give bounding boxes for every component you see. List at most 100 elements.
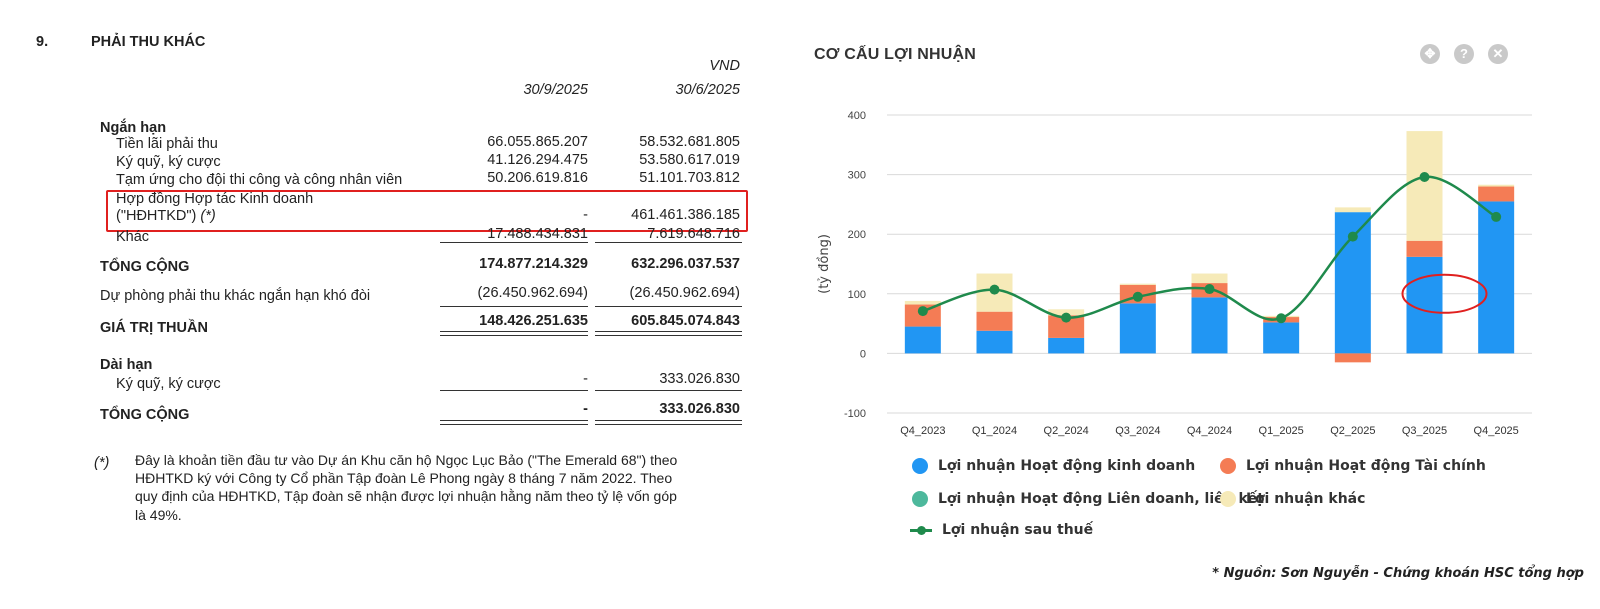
row-value-1: 66.055.865.207 bbox=[487, 134, 588, 150]
x-tick-label: Q2_2024 bbox=[1044, 425, 1089, 437]
help-icon[interactable]: ? bbox=[1454, 44, 1474, 64]
bcc-note-mark: (*) bbox=[200, 208, 216, 224]
bcc-value-1: - bbox=[583, 207, 588, 223]
legend-item-other[interactable]: Lợi nhuận khác bbox=[1220, 491, 1365, 507]
highlight-ellipse bbox=[1401, 273, 1488, 314]
row-value-2: 7.619.648.716 bbox=[647, 226, 740, 242]
total-value-1: 174.877.214.329 bbox=[479, 256, 588, 272]
bar-segment bbox=[1478, 184, 1515, 187]
bar-segment bbox=[1119, 303, 1156, 354]
net-value-1: 148.426.251.635 bbox=[479, 313, 588, 329]
footnote-line: quy định của HĐHTKD, Tập đoàn sẽ nhận đư… bbox=[135, 488, 677, 504]
legend-item-jv[interactable]: Lợi nhuận Hoạt động Liên doanh, liên kết bbox=[912, 491, 1264, 507]
footnote-line: Đây là khoản tiền đầu tư vào Dự án Khu c… bbox=[135, 452, 678, 468]
bcc-label-line2: ("HĐHTKD") (*) bbox=[116, 208, 216, 224]
long-total-label: TỔNG CỘNG bbox=[100, 407, 190, 423]
x-tick-label: Q1_2024 bbox=[972, 425, 1017, 437]
x-tick-label: Q1_2025 bbox=[1259, 425, 1304, 437]
bar-segment bbox=[1119, 283, 1156, 285]
legend-swatch bbox=[1220, 458, 1236, 474]
net-profit-point bbox=[1276, 313, 1287, 324]
row-value-1: 41.126.294.475 bbox=[487, 152, 588, 168]
net-profit-point bbox=[917, 306, 928, 317]
net-profit-point bbox=[1419, 171, 1430, 182]
net-profit-point bbox=[1132, 291, 1143, 302]
profit-structure-chart-panel: -100 0 100 200 300 400 (tỷ đồng) Q4_2023 Q1_2024… bbox=[800, 0, 1600, 609]
row-value-1: 50.206.619.816 bbox=[487, 170, 588, 186]
bar-segment bbox=[1048, 309, 1085, 316]
net-label: GIÁ TRỊ THUẦN bbox=[100, 320, 208, 336]
footnote-line: là 49%. bbox=[135, 507, 182, 523]
y-tick-label: 0 bbox=[860, 348, 866, 360]
bar-segment bbox=[1478, 186, 1515, 202]
footnote-mark: (*) bbox=[94, 455, 110, 471]
long-double-rule bbox=[440, 420, 588, 425]
bar-segment bbox=[1334, 353, 1371, 363]
bar-segment bbox=[976, 330, 1013, 354]
x-tick-label: Q4_2024 bbox=[1187, 425, 1232, 437]
long-rule bbox=[595, 390, 742, 391]
net-profit-point bbox=[1491, 211, 1502, 222]
x-tick-label: Q4_2025 bbox=[1474, 425, 1519, 437]
net-value-2: 605.845.074.843 bbox=[631, 313, 740, 329]
y-axis-label: (tỷ đồng) bbox=[817, 234, 832, 294]
legend-label: Lợi nhuận Hoạt động kinh doanh bbox=[938, 458, 1196, 474]
net-profit-point bbox=[989, 284, 1000, 295]
bar-segment bbox=[1048, 337, 1085, 354]
y-tick-label: 200 bbox=[848, 229, 866, 241]
total-label: TỔNG CỘNG bbox=[100, 259, 190, 275]
legend-item-operating[interactable]: Lợi nhuận Hoạt động kinh doanh bbox=[912, 458, 1195, 474]
close-icon[interactable]: ✕ bbox=[1488, 44, 1508, 64]
bar-segment bbox=[1478, 201, 1515, 354]
legend-label: Lợi nhuận Hoạt động Liên doanh, liên kết bbox=[938, 491, 1264, 507]
bar-segment bbox=[1406, 131, 1443, 241]
net-double-rule bbox=[595, 331, 742, 336]
legend-label: Lợi nhuận Hoạt động Tài chính bbox=[1246, 458, 1486, 474]
bcc-label-text: ("HĐHTKD") bbox=[116, 208, 197, 224]
bar-segment bbox=[1191, 273, 1228, 284]
row-label: Tạm ứng cho đội thi công và công nhân vi… bbox=[116, 172, 403, 188]
bar-segment bbox=[1406, 240, 1443, 257]
legend-swatch bbox=[912, 491, 928, 507]
row-label: Ký quỹ, ký cược bbox=[116, 154, 221, 170]
net-profit-point bbox=[1204, 284, 1215, 295]
row-value-2: 51.101.703.812 bbox=[639, 170, 740, 186]
bar-segment bbox=[1191, 297, 1228, 354]
chart-title: CƠ CẤU LỢI NHUẬN bbox=[814, 46, 977, 63]
y-tick-label: 100 bbox=[848, 289, 866, 301]
long-double-rule bbox=[595, 420, 742, 425]
row-label: Ký quỹ, ký cược bbox=[116, 376, 221, 392]
financial-note-table: 9. PHẢI THU KHÁC VND 30/9/2025 30/6/2025… bbox=[0, 0, 790, 609]
row-label: Tiền lãi phải thu bbox=[116, 136, 218, 152]
long-total-value-1: - bbox=[583, 401, 588, 417]
move-icon[interactable]: ✥ bbox=[1420, 44, 1440, 64]
legend-item-financial[interactable]: Lợi nhuận Hoạt động Tài chính bbox=[1220, 458, 1486, 474]
legend-swatch bbox=[1220, 491, 1236, 507]
bcc-value-2: 461.461.386.185 bbox=[631, 207, 740, 223]
currency-label: VND bbox=[709, 58, 740, 74]
provision-label: Dự phòng phải thu khác ngắn hạn khó đòi bbox=[100, 288, 371, 304]
row-value-1: 17.488.434.831 bbox=[487, 226, 588, 242]
net-profit-point bbox=[1347, 231, 1358, 242]
y-tick-label: -100 bbox=[844, 408, 866, 420]
bar-segment bbox=[1048, 315, 1085, 338]
row-value-2: 333.026.830 bbox=[659, 371, 740, 387]
legend-item-net-profit[interactable]: Lợi nhuận sau thuế bbox=[910, 522, 1093, 538]
footnote-line: HĐHTKD ký với Công ty Cổ phần Tập đoàn L… bbox=[135, 470, 673, 486]
net-double-rule bbox=[440, 331, 588, 336]
section-number: 9. bbox=[36, 34, 49, 50]
x-tick-label: Q3_2024 bbox=[1115, 425, 1160, 437]
x-tick-label: Q2_2025 bbox=[1330, 425, 1375, 437]
bar-segment bbox=[1263, 322, 1300, 354]
long-total-value-2: 333.026.830 bbox=[659, 401, 740, 417]
source-note: * Nguồn: Sơn Nguyễn - Chứng khoán HSC tổ… bbox=[1212, 566, 1584, 581]
net-profit-point bbox=[1061, 312, 1072, 323]
legend-label: Lợi nhuận khác bbox=[1246, 491, 1366, 507]
col-header-2: 30/6/2025 bbox=[675, 82, 740, 98]
y-tick-label: 400 bbox=[848, 110, 866, 122]
row-value-1: - bbox=[583, 371, 588, 387]
col-header-1: 30/9/2025 bbox=[523, 82, 588, 98]
net-rule bbox=[440, 306, 588, 307]
row-value-2: 53.580.617.019 bbox=[639, 152, 740, 168]
row-label: Khác bbox=[116, 229, 150, 245]
